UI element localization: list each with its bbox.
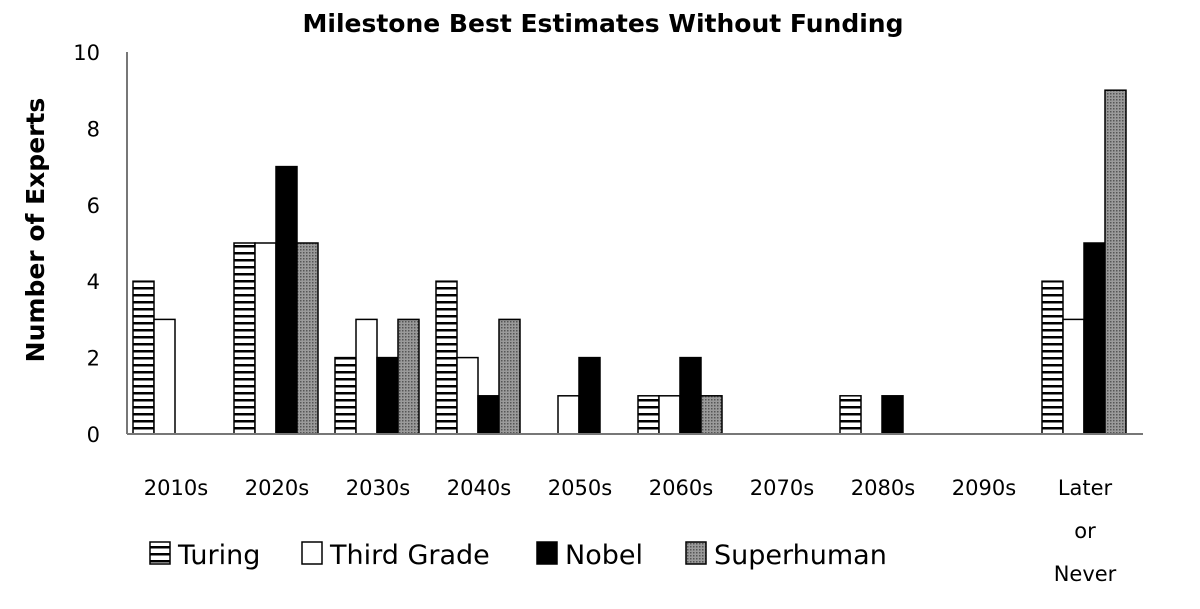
x-tick-label: 2040s [447, 476, 511, 500]
bar-turing-3 [435, 280, 458, 435]
legend-label: Superhuman [714, 540, 887, 571]
bar-third-grade-1 [254, 242, 277, 435]
x-tick-label: 2090s [952, 476, 1016, 500]
x-tick-label: Later [1058, 476, 1113, 500]
legend-swatch-nobel [536, 541, 558, 565]
y-tick-label: 8 [87, 117, 100, 141]
bar-third-grade-9 [1062, 318, 1085, 435]
bar-third-grade-2 [355, 318, 378, 435]
y-tick-label: 6 [87, 194, 100, 218]
bar-third-grade-5 [658, 395, 681, 435]
bar-superhuman-3 [498, 318, 521, 435]
bar-turing-7 [839, 395, 862, 435]
y-tick-label: 4 [87, 270, 100, 294]
x-tick-label: 2010s [144, 476, 208, 500]
bar-superhuman-1 [296, 242, 319, 435]
bar-turing-1 [233, 242, 256, 435]
bar-third-grade-4 [557, 395, 580, 435]
bar-nobel-2 [376, 356, 399, 435]
chart-title: Milestone Best Estimates Without Funding [303, 9, 904, 38]
bar-third-grade-3 [456, 356, 479, 435]
legend-swatch-turing [149, 541, 171, 565]
bar-turing-2 [334, 356, 357, 435]
bar-nobel-9 [1083, 242, 1106, 435]
bar-nobel-4 [578, 356, 601, 435]
bar-nobel-3 [477, 395, 500, 435]
legend: Turing Third Grade Nobel Superhuman [149, 540, 887, 571]
x-tick-label: 2020s [245, 476, 309, 500]
legend-label: Turing [177, 540, 260, 571]
y-tick-label: 10 [73, 41, 100, 65]
bar-nobel-1 [275, 165, 298, 435]
bar-superhuman-9 [1104, 89, 1127, 435]
x-tick-label: 2060s [649, 476, 713, 500]
x-tick-label: 2080s [851, 476, 915, 500]
bar-turing-5 [637, 395, 660, 435]
y-axis-label: Number of Experts [21, 98, 50, 363]
legend-swatch-superhuman [685, 541, 707, 565]
legend-label: Nobel [565, 540, 643, 571]
legend-swatch-third-grade [301, 541, 323, 565]
bar-superhuman-2 [397, 318, 420, 435]
bar-turing-0 [132, 280, 155, 435]
x-tick-label: Never [1054, 562, 1117, 586]
x-tick-label: 2030s [346, 476, 410, 500]
x-tick-label: or [1074, 519, 1096, 543]
legend-label: Third Grade [329, 540, 490, 571]
y-tick-label: 2 [87, 347, 100, 371]
x-tick-label: 2050s [548, 476, 612, 500]
bar-nobel-7 [881, 395, 904, 435]
x-tick-label: 2070s [750, 476, 814, 500]
bar-nobel-5 [679, 356, 702, 435]
y-tick-label: 0 [87, 423, 100, 447]
bar-third-grade-0 [153, 318, 176, 435]
bar-turing-9 [1041, 280, 1064, 435]
bar-superhuman-5 [700, 395, 723, 435]
